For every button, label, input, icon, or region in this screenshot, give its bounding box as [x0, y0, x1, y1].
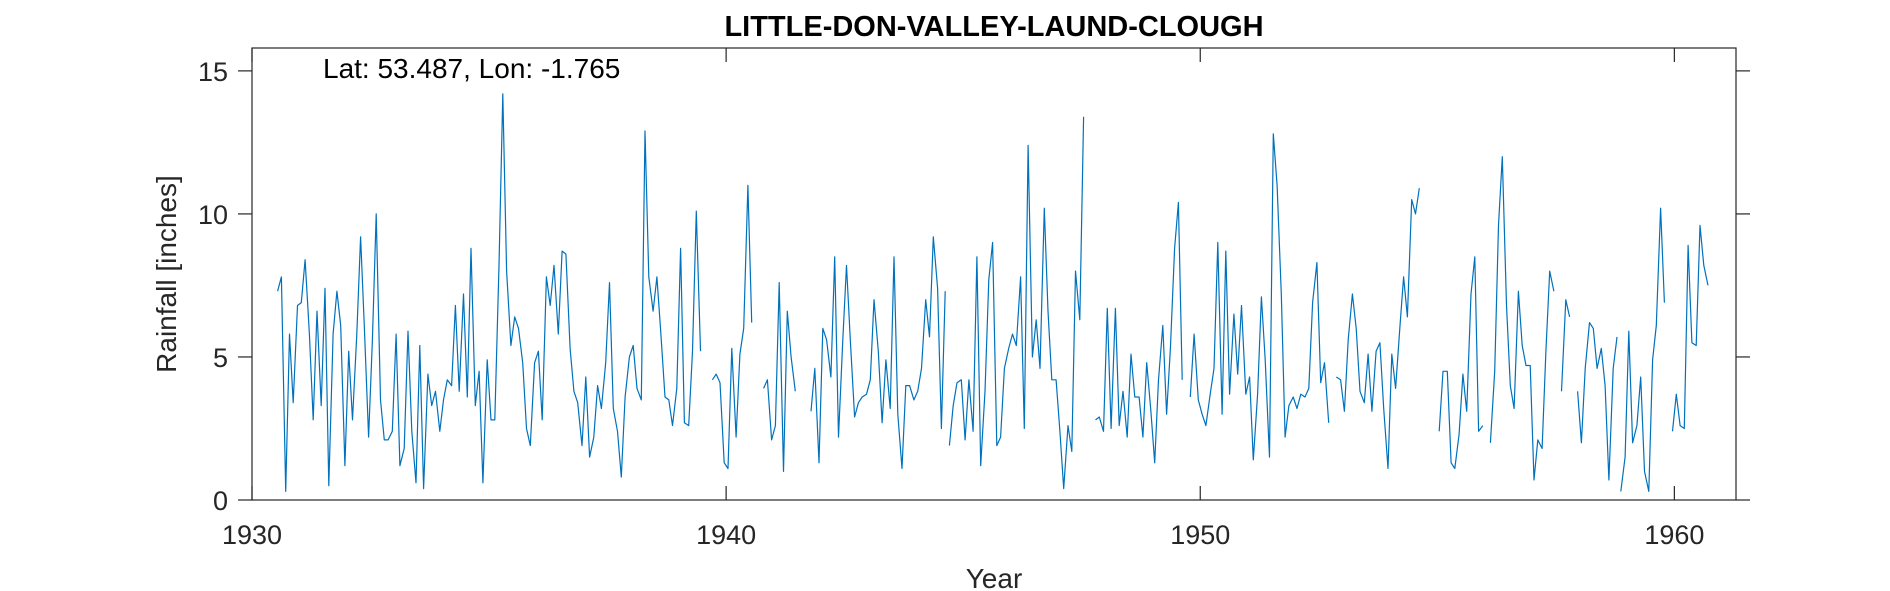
y-axis-label: Rainfall [inches] [151, 175, 182, 373]
rainfall-line-segment-7 [1189, 133, 1330, 461]
axis-tick-labels: 1930 1940 1950 1960 0 5 10 15 [198, 57, 1704, 550]
rainfall-line-segment-4 [810, 236, 946, 470]
rainfall-line-segment-9 [1438, 256, 1484, 470]
rainfall-line-segment-10 [1489, 156, 1555, 481]
rainfall-line-segment-5 [948, 116, 1085, 490]
rainfall-line-segment-6 [1095, 201, 1183, 464]
location-annotation: Lat: 53.487, Lon: -1.765 [323, 53, 620, 84]
y-tick-label-5: 5 [213, 343, 228, 373]
chart-title: LITTLE-DON-VALLEY-LAUND-CLOUGH [724, 11, 1263, 43]
rainfall-line-segment-11 [1560, 299, 1571, 392]
x-tick-label-1930: 1930 [222, 520, 282, 550]
x-axis-label: Year [966, 563, 1023, 591]
rainfall-line-segment-3 [763, 282, 796, 472]
rainfall-line-segment-8 [1335, 188, 1420, 470]
x-tick-label-1940: 1940 [696, 520, 756, 550]
rainfall-line-segment-2 [711, 184, 753, 470]
axis-ticks [238, 48, 1750, 501]
y-tick-label-15: 15 [198, 57, 228, 87]
rainfall-series [277, 93, 1709, 492]
y-tick-label-0: 0 [213, 486, 228, 516]
rainfall-line-segment-12 [1577, 322, 1618, 481]
plot-area-background [252, 48, 1736, 500]
plot-area-frame [251, 47, 1737, 501]
rainfall-line-segment-1 [277, 93, 702, 492]
rainfall-line-segment-14 [1671, 224, 1709, 432]
y-tick-label-10: 10 [198, 200, 228, 230]
rainfall-line-segment-13 [1620, 207, 1665, 492]
x-tick-label-1960: 1960 [1644, 520, 1704, 550]
x-tick-label-1950: 1950 [1170, 520, 1230, 550]
